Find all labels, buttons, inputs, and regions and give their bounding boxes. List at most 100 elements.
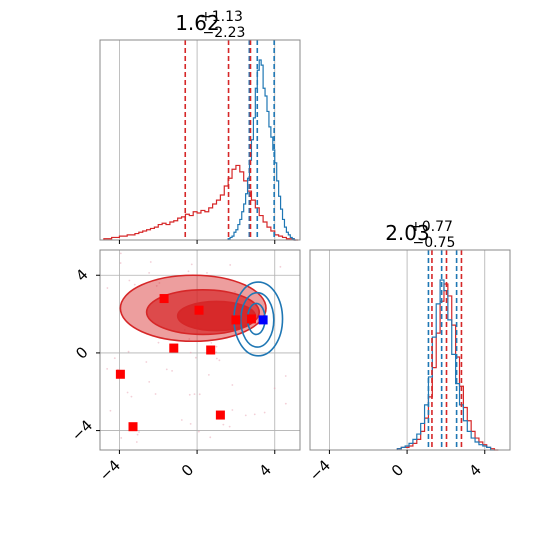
sample-point	[229, 264, 232, 266]
sample-point	[253, 413, 256, 416]
sample-point	[127, 350, 130, 353]
marginal-2-blue-histogram	[396, 279, 495, 451]
sample-point	[207, 373, 210, 376]
sample-point	[190, 263, 193, 266]
sample-point	[273, 387, 276, 390]
sample-point	[136, 433, 139, 436]
marginal-1-title-value: 1.62	[175, 11, 220, 35]
sample-point	[155, 285, 158, 287]
marginal-1-blue-histogram	[227, 59, 297, 241]
sample-point	[209, 436, 212, 439]
sample-point	[222, 423, 225, 426]
sample-point	[228, 425, 231, 428]
joint-contours	[106, 240, 287, 443]
sample-point	[234, 291, 236, 293]
joint-x-tick-label-1: 0	[178, 461, 197, 480]
sample-point	[155, 246, 157, 248]
sample-point	[215, 345, 218, 348]
sample-point	[119, 262, 122, 264]
sample-point	[231, 409, 234, 411]
sample-point	[130, 395, 133, 398]
sample-point	[137, 240, 139, 242]
sample-point	[210, 341, 213, 344]
marginal-1-title-upper: +1.13	[200, 9, 243, 25]
sample-point	[135, 441, 138, 443]
sample-point	[119, 252, 122, 255]
sample-point	[158, 282, 161, 284]
marginal-2-quantile-lines	[427, 250, 463, 450]
sample-point	[106, 287, 109, 289]
blue-contour-mid	[239, 291, 275, 348]
red-marker-4	[231, 315, 241, 325]
marginal-2-red-histogram	[396, 283, 499, 451]
marginal-1-frame	[99, 39, 301, 241]
sample-point	[282, 244, 284, 246]
sample-point	[106, 367, 109, 370]
marginal-2-frame	[309, 249, 511, 451]
red-marker-7	[128, 422, 138, 432]
sample-point	[244, 414, 247, 417]
sample-point	[188, 338, 191, 340]
marginal-2-grid	[329, 250, 486, 450]
sample-point	[193, 393, 196, 396]
sample-point	[188, 393, 191, 396]
sample-point	[157, 341, 160, 344]
m2-x-tick-label-0: −4	[306, 456, 334, 484]
sample-point	[284, 375, 287, 377]
sample-point	[194, 356, 197, 359]
marginal-2-panel: −4 0 4 2.03 +0.77 −0.75	[306, 216, 511, 485]
sample-point	[284, 402, 287, 405]
joint-x-tick-label-2: 4	[255, 461, 274, 480]
marginal-1-title: 1.62 +1.13 −2.23	[175, 6, 248, 41]
joint-frame	[99, 249, 301, 451]
sample-point	[165, 368, 168, 371]
sample-point	[198, 393, 201, 396]
sample-point	[145, 361, 148, 363]
joint-sample-points	[106, 240, 287, 443]
marginal-2-title: 2.03 +0.77 −0.75	[385, 216, 458, 251]
joint-panel: −4 0 4 −4 0 4	[68, 240, 301, 485]
joint-y-ticks: −4 0 4	[68, 266, 100, 445]
sample-point	[215, 351, 218, 354]
joint-y-tick-label-1: 0	[72, 343, 91, 362]
red-marker-5	[246, 314, 256, 324]
sample-point	[263, 411, 266, 414]
joint-y-tick-label-2: 4	[72, 266, 91, 285]
joint-x-ticks: −4 0 4	[96, 450, 276, 485]
sample-point	[133, 283, 136, 286]
marginal-2-title-value: 2.03	[385, 221, 430, 245]
red-marker-8	[215, 410, 225, 420]
sample-point	[148, 380, 151, 383]
sample-point	[148, 271, 151, 274]
marginal-1-red-histogram	[103, 164, 299, 241]
sample-point	[138, 431, 140, 433]
red-marker-2	[169, 343, 179, 353]
red-marker-3	[206, 345, 216, 355]
sample-point	[187, 270, 190, 273]
sample-point	[267, 244, 269, 246]
m2-x-tick-label-1: 0	[388, 461, 407, 480]
sample-point	[154, 393, 157, 395]
red-marker-6	[115, 369, 125, 379]
sample-point	[109, 409, 112, 412]
sample-point	[189, 422, 192, 425]
sample-point	[218, 359, 221, 362]
marginal-2-title-lower: −0.75	[413, 235, 456, 251]
marginal-1-quantile-lines	[184, 40, 275, 240]
marginal-1-panel: 1.62 +1.13 −2.23	[99, 6, 301, 244]
red-marker-0	[159, 294, 169, 304]
sample-point	[279, 265, 282, 268]
sample-point	[206, 271, 208, 274]
blue-marker-0	[258, 315, 268, 325]
marginal-1-title-lower: −2.23	[203, 25, 246, 41]
sample-point	[231, 384, 234, 386]
sample-point	[113, 357, 116, 360]
sample-point	[128, 279, 131, 282]
sample-point	[197, 430, 200, 433]
marginal-1-bottom-ticks	[118, 240, 276, 244]
red-marker-1	[194, 305, 204, 315]
sample-point	[189, 351, 192, 354]
marginal-2-title-upper: +0.77	[410, 219, 453, 235]
sample-point	[149, 261, 152, 263]
